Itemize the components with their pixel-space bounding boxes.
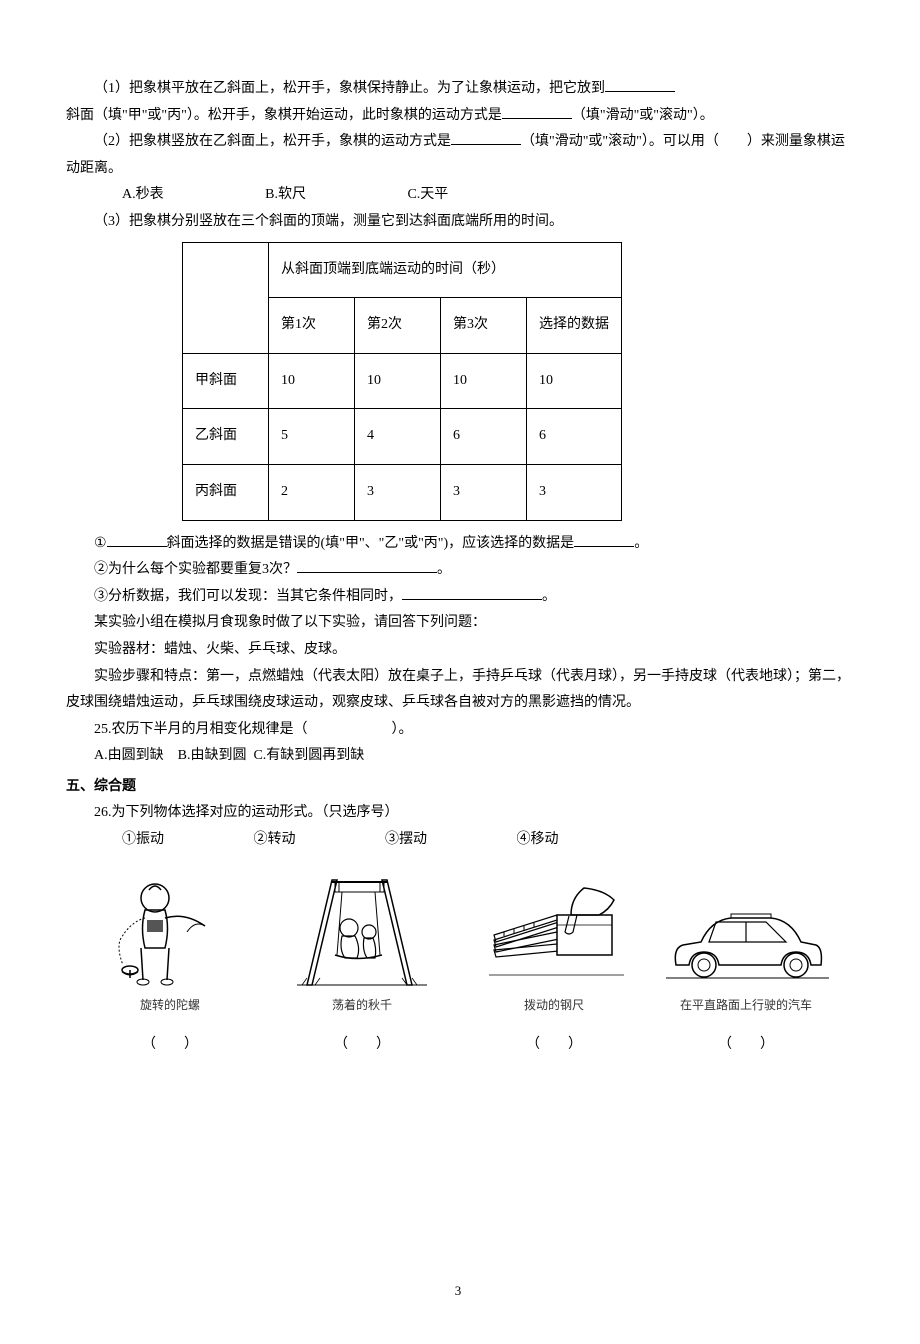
q26-text: 26.为下列物体选择对应的运动形式。（只选序号） <box>66 800 850 827</box>
q25-option-b[interactable]: B.由缺到圆 <box>178 748 247 763</box>
q2-option-c[interactable]: C.天平 <box>379 182 448 209</box>
exp-steps: 实验步骤和特点：第一，点燃蜡烛（代表太阳）放在桌子上，手持乒乓球（代表月球），另… <box>66 664 850 717</box>
q26-option-2[interactable]: ②转动 <box>226 827 296 854</box>
image-item-ruler <box>458 870 650 994</box>
caption-swing: 荡着的秋千 <box>266 994 458 1017</box>
paren-3[interactable]: （ ） <box>458 1032 650 1059</box>
table-row: 丙斜面 2 3 3 3 <box>183 464 622 520</box>
row1-c3: 10 <box>441 353 527 409</box>
caption-ruler: 拨动的钢尺 <box>458 994 650 1017</box>
row3-label: 丙斜面 <box>183 464 269 520</box>
blank-q1-1[interactable] <box>605 78 675 92</box>
table-col2: 第2次 <box>355 298 441 354</box>
q2-option-a[interactable]: A.秒表 <box>94 182 164 209</box>
blank-sub1-2[interactable] <box>574 533 634 547</box>
exp-materials: 实验器材：蜡烛、火柴、乒乓球、皮球。 <box>66 637 850 664</box>
q1-text-a: （1）把象棋平放在乙斜面上，松开手，象棋保持静止。为了让象棋运动，把它放到 <box>94 81 605 96</box>
q1-para1: （1）把象棋平放在乙斜面上，松开手，象棋保持静止。为了让象棋运动，把它放到 <box>66 76 850 103</box>
q2-option-b[interactable]: B.软尺 <box>237 182 306 209</box>
sub3-b: 。 <box>542 589 556 604</box>
sub3-a: ③分析数据，我们可以发现：当其它条件相同时， <box>94 589 402 604</box>
q25-options: A.由圆到缺 B.由缺到圆 C.有缺到圆再到缺 <box>66 743 850 770</box>
q1-text-b: 斜面（填"甲"或"丙"）。松开手，象棋开始运动，此时象棋的运动方式是 <box>66 108 502 123</box>
table-header-merged: 从斜面顶端到底端运动的时间（秒） <box>269 242 622 298</box>
exp-intro: 某实验小组在模拟月食现象时做了以下实验，请回答下列问题： <box>66 610 850 637</box>
section-5-heading: 五、综合题 <box>66 774 850 801</box>
q26-option-4[interactable]: ④移动 <box>489 827 559 854</box>
q2-text-a: （2）把象棋竖放在乙斜面上，松开手，象棋的运动方式是 <box>94 134 451 149</box>
row1-c2: 10 <box>355 353 441 409</box>
sub-q3: ③分析数据，我们可以发现：当其它条件相同时， 。 <box>66 584 850 611</box>
row2-c2: 4 <box>355 409 441 465</box>
row3-c2: 3 <box>355 464 441 520</box>
q3-intro: （3）把象棋分别竖放在三个斜面的顶端，测量它到达斜面底端所用的时间。 <box>66 209 850 236</box>
car-icon <box>661 900 831 990</box>
table-col1: 第1次 <box>269 298 355 354</box>
caption-row: 旋转的陀螺 荡着的秋千 拨动的钢尺 在平直路面上行驶的汽车 <box>66 994 850 1017</box>
row2-c1: 5 <box>269 409 355 465</box>
image-row <box>66 870 850 994</box>
caption-top: 旋转的陀螺 <box>74 994 266 1017</box>
caption-car: 在平直路面上行驶的汽车 <box>650 994 842 1017</box>
blank-sub2[interactable] <box>297 559 437 573</box>
paren-2[interactable]: （ ） <box>266 1032 458 1059</box>
blank-sub1-1[interactable] <box>107 533 167 547</box>
row1-c1: 10 <box>269 353 355 409</box>
table-col3: 第3次 <box>441 298 527 354</box>
row2-c4: 6 <box>527 409 622 465</box>
spinning-top-icon <box>105 870 235 990</box>
row2-c3: 6 <box>441 409 527 465</box>
q1-para2: 斜面（填"甲"或"丙"）。松开手，象棋开始运动，此时象棋的运动方式是 （填"滑动"… <box>66 103 850 130</box>
q2-options: A.秒表 B.软尺 C.天平 <box>66 182 850 209</box>
table-row: 甲斜面 10 10 10 10 <box>183 353 622 409</box>
q2-para1: （2）把象棋竖放在乙斜面上，松开手，象棋的运动方式是（填"滑动"或"滚动"）。可… <box>66 129 850 182</box>
blank-q2-1[interactable] <box>451 131 521 145</box>
sub-q2: ②为什么每个实验都要重复3次？ 。 <box>66 557 850 584</box>
q1-text-c: （填"滑动"或"滚动"）。 <box>572 108 714 123</box>
q26-options: ①振动 ②转动 ③摆动 ④移动 <box>66 827 850 854</box>
sub1-a: ① <box>94 536 107 551</box>
paren-4[interactable]: （ ） <box>650 1032 842 1059</box>
sub2-a: ②为什么每个实验都要重复3次？ <box>94 562 297 577</box>
image-item-car <box>650 870 842 994</box>
blank-sub3[interactable] <box>402 586 542 600</box>
page-number: 3 <box>66 1279 850 1304</box>
row1-label: 甲斜面 <box>183 353 269 409</box>
table-row: 乙斜面 5 4 6 6 <box>183 409 622 465</box>
row3-c1: 2 <box>269 464 355 520</box>
paren-1[interactable]: （ ） <box>74 1032 266 1059</box>
ruler-icon <box>479 880 629 990</box>
data-table: 从斜面顶端到底端运动的时间（秒） 第1次 第2次 第3次 选择的数据 甲斜面 1… <box>182 242 622 521</box>
table-empty-header <box>183 242 269 353</box>
row3-c3: 3 <box>441 464 527 520</box>
blank-q1-2[interactable] <box>502 105 572 119</box>
table-col4: 选择的数据 <box>527 298 622 354</box>
row2-label: 乙斜面 <box>183 409 269 465</box>
q25-option-a[interactable]: A.由圆到缺 <box>94 748 164 763</box>
row3-c4: 3 <box>527 464 622 520</box>
image-item-top <box>74 870 266 994</box>
sub-q1: ① 斜面选择的数据是错误的(填"甲"、"乙"或"丙")，应该选择的数据是 。 <box>66 531 850 558</box>
image-item-swing <box>266 870 458 994</box>
q25-option-c[interactable]: C.有缺到圆再到缺 <box>253 748 364 763</box>
sub1-b: 斜面选择的数据是错误的(填"甲"、"乙"或"丙")，应该选择的数据是 <box>167 536 575 551</box>
swing-icon <box>287 870 437 990</box>
sub1-c: 。 <box>634 536 648 551</box>
q25-text: 25.农历下半月的月相变化规律是（ ）。 <box>66 717 850 744</box>
sub2-b: 。 <box>437 562 451 577</box>
q26-option-1[interactable]: ①振动 <box>94 827 164 854</box>
row1-c4: 10 <box>527 353 622 409</box>
answer-paren-row: （ ） （ ） （ ） （ ） <box>66 1032 850 1059</box>
q26-option-3[interactable]: ③摆动 <box>357 827 427 854</box>
